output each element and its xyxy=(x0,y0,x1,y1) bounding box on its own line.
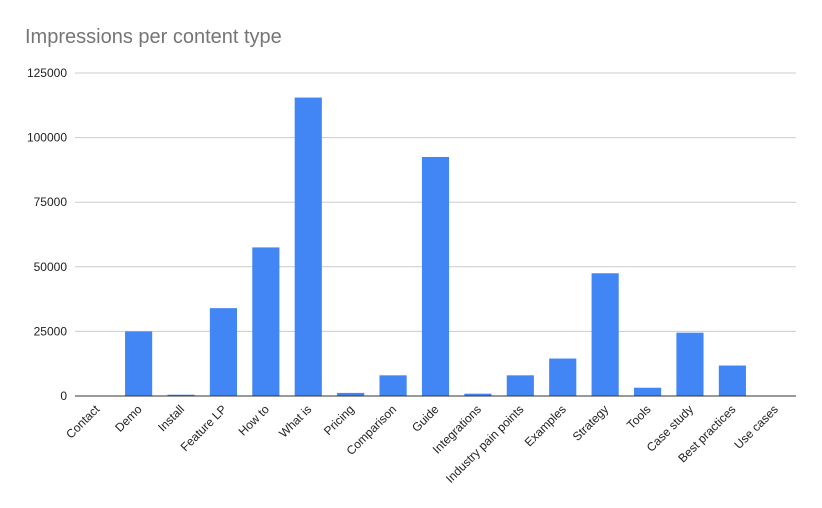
y-tick-label: 100000 xyxy=(27,131,67,145)
y-tick-label: 50000 xyxy=(34,260,68,274)
x-tick-label: Contact xyxy=(63,402,103,442)
bar xyxy=(591,273,619,396)
bar xyxy=(209,308,238,396)
chart-title: Impressions per content type xyxy=(25,26,282,48)
bar xyxy=(379,375,407,396)
bars xyxy=(125,97,789,396)
y-axis-ticks: 0 25000 50000 75000 100000 125000 xyxy=(27,66,67,403)
bar xyxy=(337,392,365,396)
x-tick-label: Demo xyxy=(112,402,145,435)
bar xyxy=(125,331,153,396)
bar xyxy=(633,387,662,396)
bar xyxy=(464,393,492,396)
bar xyxy=(167,394,195,396)
bar xyxy=(421,156,450,396)
x-tick-label: Tools xyxy=(624,402,654,432)
x-tick-label: Examples xyxy=(522,402,569,449)
y-tick-label: 75000 xyxy=(34,195,68,209)
bar xyxy=(252,247,280,396)
x-tick-label: Pricing xyxy=(321,402,357,438)
bar xyxy=(718,365,746,396)
x-tick-label: What is xyxy=(276,402,314,440)
bar xyxy=(506,375,534,396)
y-tick-label: 25000 xyxy=(34,324,68,338)
bar xyxy=(294,97,322,396)
y-tick-label: 125000 xyxy=(27,66,67,80)
x-tick-label: Use cases xyxy=(731,402,781,452)
bar xyxy=(676,332,704,396)
x-tick-label: Feature LP xyxy=(178,402,230,454)
x-tick-label: Industry pain points xyxy=(443,402,526,485)
x-tick-label: Strategy xyxy=(570,402,612,444)
x-tick-label: How to xyxy=(236,402,273,439)
x-tick-label: Install xyxy=(155,402,187,434)
y-tick-label: 0 xyxy=(60,389,67,403)
bar xyxy=(549,358,577,396)
x-tick-label: Guide xyxy=(409,402,442,435)
